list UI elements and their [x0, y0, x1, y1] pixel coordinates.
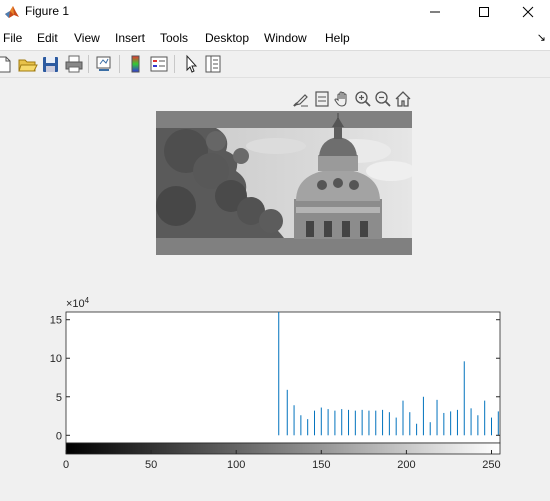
property-inspector-button[interactable] — [203, 54, 223, 74]
histogram-axes[interactable]: 0 5 10 15 0 50 100 150 200 250 ×104 — [0, 290, 550, 496]
close-button[interactable] — [505, 0, 550, 24]
x-tick-label: 150 — [312, 459, 330, 471]
x-tick-label: 200 — [397, 459, 415, 471]
histogram-bars — [278, 312, 499, 436]
minimize-icon — [430, 11, 440, 13]
new-figure-button[interactable] — [0, 54, 14, 74]
menu-edit[interactable]: Edit — [37, 31, 58, 45]
window-titlebar: Figure 1 — [0, 0, 550, 24]
y-exponent-label: ×104 — [66, 296, 90, 310]
toolbar-separator — [119, 55, 120, 73]
y-tick-label: 5 — [56, 392, 62, 404]
menu-window[interactable]: Window — [264, 31, 307, 45]
zoom-out-icon[interactable] — [374, 90, 392, 108]
home-icon[interactable] — [394, 90, 412, 108]
matlab-logo-icon — [5, 6, 19, 18]
toolbar-separator — [174, 55, 175, 73]
x-tick-label: 50 — [145, 459, 157, 471]
toolbar-separator — [88, 55, 89, 73]
y-tick-label: 15 — [50, 315, 62, 327]
data-tips-icon[interactable] — [313, 90, 331, 108]
grayscale-colorbar — [65, 442, 501, 455]
menu-help[interactable]: Help — [325, 31, 350, 45]
insert-colorbar-icon — [131, 55, 140, 73]
x-tick-label: 0 — [63, 459, 69, 471]
property-inspector-icon — [205, 55, 221, 73]
menu-file[interactable]: File — [3, 31, 23, 45]
open-file-icon — [18, 59, 38, 72]
menu-insert[interactable]: Insert — [115, 31, 146, 45]
save-button[interactable] — [41, 54, 61, 74]
window-title: Figure 1 — [25, 4, 70, 18]
menu-desktop[interactable]: Desktop — [205, 31, 250, 45]
y-tick-label: 0 — [56, 430, 62, 442]
menu-bar: File Edit View Insert Tools Desktop Wind… — [0, 24, 550, 51]
x-tick-label: 250 — [482, 459, 500, 471]
save-icon — [43, 57, 58, 72]
maximize-icon — [479, 7, 489, 17]
minimize-button[interactable] — [412, 0, 458, 24]
link-plot-icon — [96, 56, 111, 71]
y-tick-label: 10 — [50, 353, 62, 365]
zoom-in-icon[interactable] — [354, 90, 372, 108]
y-ticks: 0 5 10 15 — [50, 315, 500, 442]
close-icon — [522, 6, 534, 18]
menu-view[interactable]: View — [74, 31, 100, 45]
plot-box — [65, 311, 501, 444]
insert-colorbar-button[interactable] — [126, 54, 146, 74]
edit-plot-button[interactable] — [181, 54, 201, 74]
image-axes[interactable] — [156, 111, 412, 255]
x-tick-label: 100 — [227, 459, 245, 471]
edit-plot-icon — [186, 54, 198, 73]
link-plot-button[interactable] — [94, 54, 114, 74]
menu-tools[interactable]: Tools — [160, 31, 189, 45]
print-button[interactable] — [64, 54, 84, 74]
insert-legend-icon — [150, 56, 168, 72]
open-file-button[interactable] — [18, 54, 38, 74]
maximize-button[interactable] — [461, 0, 507, 24]
insert-legend-button[interactable] — [149, 54, 169, 74]
new-figure-icon — [0, 56, 11, 73]
print-icon — [65, 55, 83, 73]
domed-building-photo — [156, 111, 412, 255]
dock-figure-icon[interactable]: ↘ — [536, 32, 546, 44]
figure-toolbar — [0, 51, 550, 78]
brush-icon[interactable] — [292, 90, 310, 108]
x-ticks: 0 50 100 150 200 250 — [63, 450, 501, 471]
pan-icon[interactable] — [333, 90, 351, 108]
